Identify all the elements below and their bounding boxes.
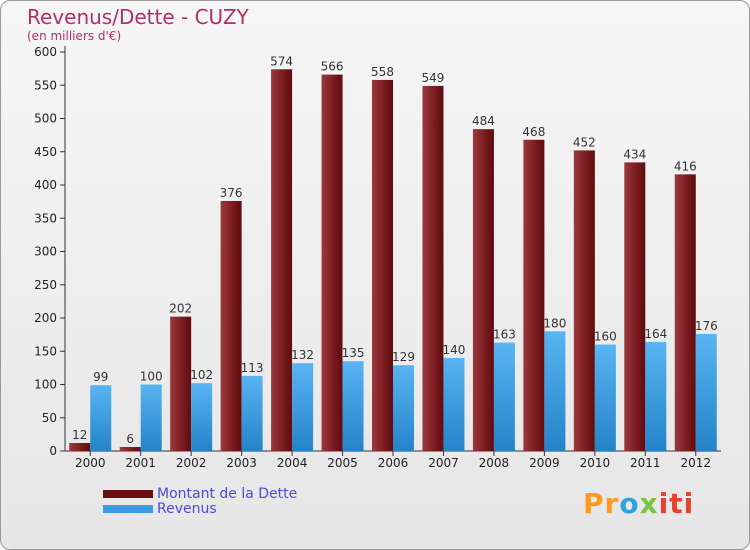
value-label-dette: 574 — [270, 54, 293, 68]
bar-revenus — [645, 341, 667, 451]
legend-swatch-revenus — [103, 505, 153, 513]
x-tick-label: 2012 — [680, 456, 711, 470]
y-tick-label: 250 — [34, 278, 57, 292]
y-tick-label: 400 — [34, 178, 57, 192]
logo-part-4: iti — [658, 487, 695, 520]
x-tick-label: 2003 — [226, 456, 257, 470]
y-tick-label: 600 — [34, 45, 57, 59]
value-label-dette: 416 — [674, 159, 697, 173]
x-tick-label: 2008 — [479, 456, 510, 470]
value-label-dette: 558 — [371, 65, 394, 79]
value-label-dette: 549 — [422, 71, 445, 85]
value-label-revenus: 132 — [291, 348, 314, 362]
y-tick-label: 450 — [34, 145, 57, 159]
value-label-revenus: 129 — [392, 350, 415, 364]
value-label-dette: 376 — [220, 186, 243, 200]
x-tick-label: 2006 — [378, 456, 409, 470]
bar-revenus — [140, 384, 162, 451]
bar-revenus — [544, 331, 566, 451]
bar-dette — [372, 79, 393, 452]
y-tick-label: 0 — [49, 444, 57, 458]
legend-swatch-dette — [103, 490, 153, 498]
y-tick-label: 500 — [34, 112, 57, 126]
bar-revenus — [191, 383, 213, 451]
value-label-revenus: 102 — [190, 368, 213, 382]
bar-dette — [523, 139, 545, 451]
bar-dette — [119, 447, 141, 451]
value-label-dette: 452 — [573, 135, 596, 149]
value-label-revenus: 180 — [543, 316, 566, 330]
x-tick-label: 2011 — [630, 456, 661, 470]
bar-dette — [624, 162, 646, 451]
value-label-revenus: 160 — [594, 330, 617, 344]
logo-part-2: o — [619, 487, 640, 520]
logo-part-1: Pr — [583, 487, 620, 520]
bar-revenus — [342, 361, 364, 451]
y-tick-label: 200 — [34, 311, 57, 325]
value-label-dette: 566 — [321, 60, 344, 74]
y-tick-label: 100 — [34, 378, 57, 392]
bar-revenus — [594, 344, 616, 451]
bar-revenus — [393, 365, 414, 451]
x-tick-label: 2001 — [125, 456, 156, 470]
value-label-dette: 468 — [522, 125, 545, 139]
bar-dette — [573, 150, 595, 452]
y-tick-label: 550 — [34, 78, 57, 92]
x-tick-label: 2009 — [529, 456, 560, 470]
chart-subtitle: (en milliers d'€) — [27, 29, 122, 43]
x-tick-label: 2010 — [580, 456, 611, 470]
bar-revenus — [493, 342, 515, 451]
bar-revenus — [443, 357, 465, 451]
bar-revenus — [90, 385, 112, 451]
value-label-revenus: 113 — [241, 361, 264, 375]
x-tick-label: 2002 — [176, 456, 207, 470]
bar-revenus — [292, 363, 314, 451]
value-label-revenus: 135 — [342, 346, 365, 360]
bar-dette — [271, 69, 293, 451]
bar-dette — [674, 174, 696, 452]
y-tick-label: 150 — [34, 344, 57, 358]
x-tick-label: 2007 — [428, 456, 459, 470]
value-label-revenus: 99 — [93, 370, 108, 384]
chart-title: Revenus/Dette - CUZY — [27, 5, 249, 29]
x-tick-label: 2004 — [277, 456, 308, 470]
value-label-revenus: 176 — [695, 319, 718, 333]
bar-dette — [422, 85, 444, 451]
bar-revenus — [695, 333, 717, 451]
value-label-revenus: 163 — [493, 328, 516, 342]
legend-label-dette: Montant de la Dette — [157, 486, 298, 502]
x-tick-label: 2000 — [75, 456, 106, 470]
y-tick-label: 300 — [34, 245, 57, 259]
value-label-revenus: 164 — [644, 327, 667, 341]
x-tick-label: 2005 — [327, 456, 358, 470]
legend-label-revenus: Revenus — [157, 501, 217, 517]
value-label-dette: 202 — [169, 302, 192, 316]
value-label-dette: 12 — [72, 428, 87, 442]
proxiti-logo: Proxiti — [583, 487, 694, 520]
value-label-dette: 6 — [126, 432, 134, 446]
value-label-dette: 434 — [623, 147, 646, 161]
logo-part-3: x — [639, 487, 659, 520]
value-label-revenus: 140 — [443, 343, 466, 357]
bar-dette — [69, 443, 91, 451]
y-tick-label: 50 — [42, 411, 57, 425]
bar-dette — [321, 74, 343, 452]
bar-dette — [220, 200, 242, 451]
bar-dette — [170, 316, 192, 451]
value-label-revenus: 100 — [140, 370, 163, 384]
value-label-dette: 484 — [472, 114, 495, 128]
bar-revenus — [241, 375, 263, 451]
bar-dette — [472, 129, 494, 451]
y-tick-label: 350 — [34, 211, 57, 225]
